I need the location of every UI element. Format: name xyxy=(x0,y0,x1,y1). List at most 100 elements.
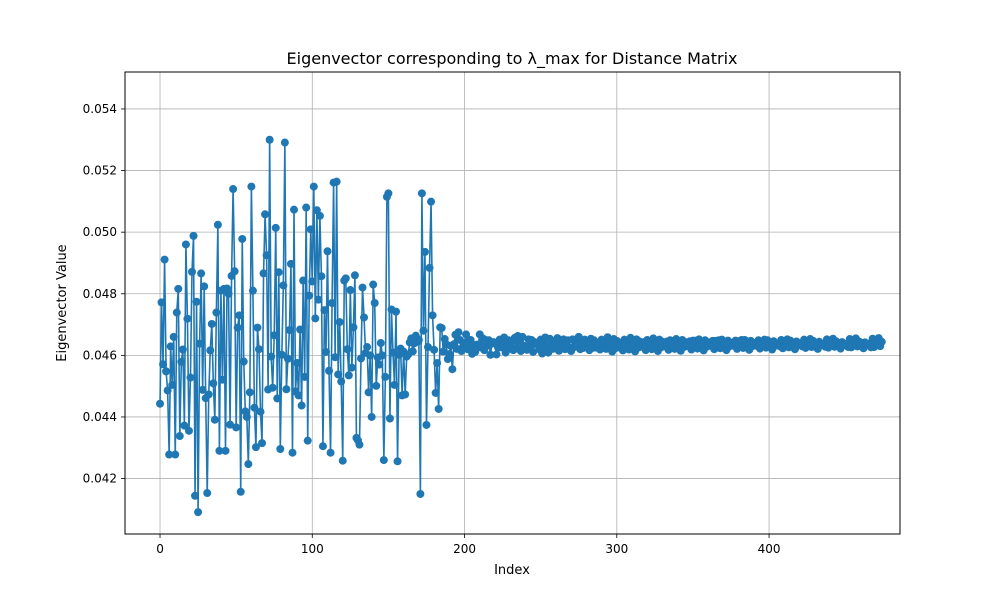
data-point xyxy=(194,508,203,517)
data-point xyxy=(239,357,248,366)
data-point xyxy=(347,363,356,372)
data-point xyxy=(229,185,238,194)
data-point xyxy=(283,354,292,363)
y-tick-label: 0.054 xyxy=(83,102,117,116)
data-point xyxy=(213,220,222,229)
data-point xyxy=(417,189,426,198)
data-point xyxy=(332,177,341,186)
data-point xyxy=(192,297,201,306)
data-point xyxy=(165,450,174,459)
data-point xyxy=(434,404,443,413)
data-point xyxy=(258,439,267,448)
data-point xyxy=(236,487,245,496)
data-point xyxy=(308,277,317,286)
data-point xyxy=(277,350,286,359)
data-point xyxy=(303,436,312,445)
data-point xyxy=(265,135,274,144)
x-tick-label: 0 xyxy=(156,542,164,556)
data-point xyxy=(162,367,171,376)
data-point xyxy=(538,349,547,358)
data-point xyxy=(209,379,218,388)
data-point xyxy=(183,314,192,323)
data-point xyxy=(242,412,251,421)
data-point xyxy=(366,351,375,360)
data-point xyxy=(259,269,268,278)
data-point xyxy=(166,342,175,351)
data-point xyxy=(178,345,187,354)
data-point xyxy=(280,138,289,147)
data-point xyxy=(204,390,213,399)
data-point xyxy=(244,460,253,469)
data-point xyxy=(378,351,387,360)
data-point xyxy=(254,345,263,354)
data-point xyxy=(381,372,390,381)
data-point xyxy=(279,281,288,290)
data-point xyxy=(168,380,177,389)
data-point xyxy=(273,394,282,403)
data-point xyxy=(235,311,244,320)
data-point xyxy=(574,332,583,341)
data-point xyxy=(247,182,256,191)
data-point xyxy=(425,263,434,272)
data-point xyxy=(393,457,402,466)
data-point xyxy=(428,311,437,320)
data-point xyxy=(346,286,355,295)
data-point xyxy=(212,308,221,317)
data-point xyxy=(385,414,394,423)
data-point xyxy=(157,298,166,307)
data-point xyxy=(529,347,538,356)
data-point xyxy=(200,282,209,291)
data-point xyxy=(203,489,212,498)
data-point xyxy=(360,313,369,322)
data-point xyxy=(300,372,309,381)
data-point xyxy=(471,347,480,356)
y-tick-label: 0.052 xyxy=(83,164,117,178)
data-point xyxy=(282,385,291,394)
data-point xyxy=(286,259,295,268)
data-point xyxy=(169,332,178,341)
data-point xyxy=(357,354,365,363)
data-point xyxy=(314,295,323,304)
data-point xyxy=(230,267,239,276)
data-point xyxy=(268,383,277,392)
plot-frame xyxy=(124,71,901,535)
data-point xyxy=(210,415,219,424)
chart-title: Eigenvector corresponding to λ_max for D… xyxy=(287,49,738,69)
data-point xyxy=(187,267,196,276)
data-point xyxy=(248,286,257,295)
data-point xyxy=(344,371,353,380)
data-point xyxy=(276,444,285,453)
data-point xyxy=(401,390,410,399)
data-point xyxy=(367,412,376,421)
data-point xyxy=(419,326,428,335)
data-point xyxy=(320,306,329,315)
data-point xyxy=(349,323,358,332)
data-point xyxy=(369,280,378,289)
y-tick-label: 0.042 xyxy=(83,472,117,486)
data-point xyxy=(408,347,417,356)
data-point xyxy=(326,448,335,457)
data-point xyxy=(238,234,247,243)
data-point xyxy=(350,271,359,280)
data-point xyxy=(159,360,168,369)
data-point xyxy=(437,323,446,332)
data-point xyxy=(486,350,495,359)
data-point xyxy=(392,307,401,316)
data-point xyxy=(877,337,886,346)
data-point xyxy=(253,323,262,332)
y-tick-label: 0.050 xyxy=(83,225,117,239)
data-point xyxy=(305,291,314,300)
data-point xyxy=(256,407,265,416)
data-point xyxy=(372,381,381,390)
data-point xyxy=(285,326,294,335)
data-point xyxy=(334,370,343,379)
data-point xyxy=(218,375,227,384)
data-point xyxy=(363,343,372,352)
data-point xyxy=(233,323,242,332)
data-point xyxy=(337,377,346,386)
data-point xyxy=(221,446,230,455)
data-point xyxy=(427,197,436,206)
data-point xyxy=(358,283,367,292)
data-point xyxy=(430,345,439,354)
data-point xyxy=(325,366,334,375)
